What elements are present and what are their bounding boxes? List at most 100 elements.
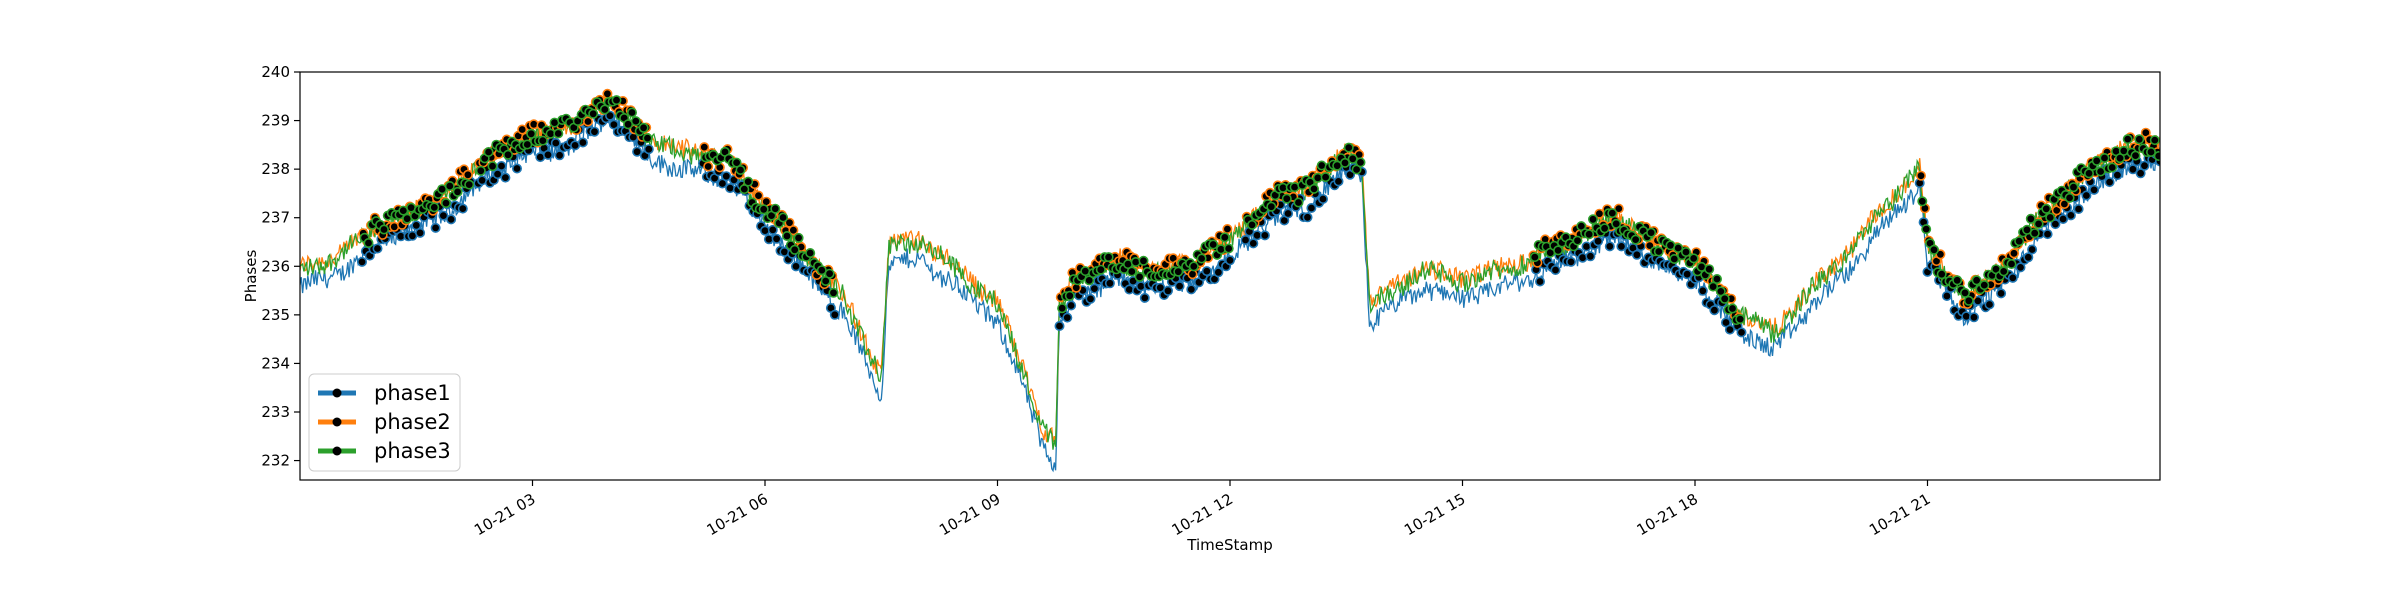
marker-phase2 (2009, 248, 2020, 259)
marker-phase3 (1653, 246, 1664, 257)
marker-phase2 (788, 225, 799, 236)
marker-phase3 (1266, 201, 1277, 212)
marker-phase3 (1347, 153, 1358, 164)
x-axis-label: TimeStamp (1186, 536, 1272, 554)
marker-phase2 (462, 169, 473, 180)
marker-phase3 (793, 232, 804, 243)
marker-phase1 (2073, 204, 2084, 215)
marker-phase2 (582, 116, 593, 127)
marker-phase3 (1584, 229, 1595, 240)
marker-phase1 (1318, 194, 1329, 205)
marker-phase3 (2099, 153, 2110, 164)
marker-phase1 (1302, 212, 1313, 223)
marker-phase3 (824, 268, 835, 279)
y-axis: 232 233 234 235 236 237 238 239 240 (261, 63, 300, 470)
marker-phase3 (1572, 235, 1583, 246)
marker-phase2 (699, 142, 710, 153)
y-tick-label: 236 (261, 257, 290, 275)
marker-phase1 (721, 171, 732, 182)
x-tick-label: 10-21 09 (936, 490, 1003, 539)
marker-phase3 (1960, 287, 1971, 298)
marker-phase3 (483, 147, 494, 158)
marker-phase3 (537, 135, 548, 146)
marker-phase3 (642, 133, 653, 144)
marker-phase1 (457, 203, 468, 214)
marker-phase1 (1089, 283, 1100, 294)
marker-phase3 (378, 224, 389, 235)
marker-phase1 (1225, 255, 1236, 266)
marker-phase3 (739, 184, 750, 195)
marker-phase1 (725, 183, 736, 194)
legend-label-phase1: phase1 (374, 381, 451, 405)
marker-phase3 (735, 165, 746, 176)
marker-phase3 (1316, 160, 1327, 171)
legend-entry-phase3: phase3 (318, 439, 451, 463)
marker-phase2 (1613, 203, 1624, 214)
x-tick-label: 10-21 03 (471, 490, 538, 539)
marker-phase3 (1917, 196, 1928, 207)
marker-phase1 (2027, 244, 2038, 255)
marker-phase1 (1201, 266, 1212, 277)
marker-phase1 (1736, 327, 1747, 338)
marker-phase3 (1712, 273, 1723, 284)
marker-phase3 (553, 128, 564, 139)
marker-phase3 (828, 287, 839, 298)
marker-phase1 (1186, 284, 1197, 295)
marker-phase3 (1963, 295, 1974, 306)
marker-phase3 (1057, 303, 1068, 314)
marker-phase1 (492, 169, 503, 180)
marker-phase3 (781, 231, 792, 242)
marker-phase1 (1941, 290, 1952, 301)
marker-phase3 (2134, 134, 2145, 145)
marker-phase1 (1566, 256, 1577, 267)
y-tick-label: 240 (261, 63, 290, 81)
marker-phase3 (444, 181, 455, 192)
marker-phase1 (1550, 264, 1561, 275)
marker-phase3 (1669, 254, 1680, 265)
marker-phase3 (1208, 239, 1219, 250)
marker-phase1 (643, 144, 654, 155)
marker-phase1 (1062, 312, 1073, 323)
marker-phase2 (753, 190, 764, 201)
marker-phase3 (2025, 213, 2036, 224)
y-tick-label: 237 (261, 209, 290, 227)
marker-phase2 (1222, 224, 1233, 235)
marker-phase3 (1708, 281, 1719, 292)
marker-phase1 (2081, 190, 2092, 201)
marker-phase1 (1306, 203, 1317, 214)
legend-entry-phase1: phase1 (318, 381, 451, 405)
x-tick-label: 10-21 15 (1401, 490, 1468, 539)
x-tick-label: 10-21 06 (704, 490, 771, 539)
marker-phase3 (2006, 258, 2017, 269)
marker-phase1 (372, 243, 383, 254)
marker-phase3 (638, 122, 649, 133)
marker-phase2 (1187, 269, 1198, 280)
y-tick-label: 239 (261, 112, 290, 130)
marker-phase3 (1715, 286, 1726, 297)
y-tick-label: 232 (261, 452, 290, 470)
marker-phase3 (1727, 303, 1738, 314)
marker-phase3 (758, 204, 769, 215)
marker-phase1 (496, 161, 507, 172)
marker-phase3 (1735, 314, 1746, 325)
marker-phase3 (2014, 236, 2025, 247)
marker-phase3 (1936, 269, 1947, 280)
marker-phase1 (1163, 285, 1174, 296)
marker-phase3 (1979, 280, 1990, 291)
marker-phase1 (577, 137, 588, 148)
marker-phase3 (770, 203, 781, 214)
marker-phase1 (1724, 324, 1735, 335)
y-tick-label: 238 (261, 160, 290, 178)
marker-phase3 (2033, 218, 2044, 229)
marker-phase1 (1593, 236, 1604, 247)
marker-phase3 (1704, 264, 1715, 275)
marker-phase3 (2146, 147, 2157, 158)
marker-phase1 (771, 233, 782, 244)
marker-phase3 (816, 265, 827, 276)
marker-phase1 (1682, 269, 1693, 280)
marker-phase3 (2068, 182, 2079, 193)
marker-phase3 (502, 149, 513, 160)
marker-phase1 (2139, 160, 2150, 171)
marker-phase3 (2122, 134, 2133, 145)
x-tick-label: 10-21 21 (1866, 490, 1933, 539)
